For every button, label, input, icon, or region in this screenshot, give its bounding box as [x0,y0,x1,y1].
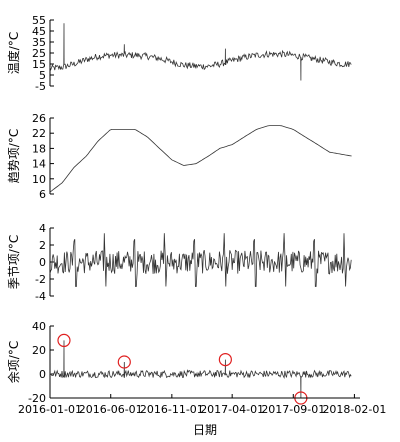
y-axis-label-residual: 余项/°C [6,341,21,383]
y-tick-label-seasonal: 0 [39,256,46,269]
y-tick-label-residual: 20 [32,344,46,357]
y-tick-label-trend: 22 [32,127,46,140]
y-tick-label-trend: 14 [32,158,46,171]
y-tick-label-trend: 6 [39,188,46,201]
series-line-temperature [49,23,352,81]
y-axis-label-temperature: 温度/°C [6,32,21,74]
y-tick-label-temperature: 5 [39,69,46,82]
x-axis-label: 日期 [193,423,217,437]
y-tick-label-seasonal: -4 [35,290,46,303]
y-tick-label-temperature: 15 [32,58,46,71]
outlier-circle [117,355,131,369]
x-tick-label: 2017-04-01 [200,403,264,416]
series-line-seasonal [49,233,352,287]
outlier-circle [218,353,232,367]
outlier-circle [57,333,71,347]
x-tick-label: 2018-02-01 [322,403,386,416]
y-axis-label-seasonal: 季节项/°C [7,235,21,289]
y-tick-label-temperature: 45 [32,25,46,38]
y-tick-label-trend: 26 [32,112,46,125]
x-tick-label: 2016-06-01 [79,403,143,416]
y-tick-label-temperature: -5 [35,80,46,93]
x-tick-label: 2016-01-01 [18,403,82,416]
y-tick-label-seasonal: -2 [35,273,46,286]
y-tick-label-temperature: 25 [32,47,46,60]
y-tick-label-seasonal: 2 [39,239,46,252]
x-tick-label: 2016-11-01 [140,403,204,416]
y-axis-label-trend: 趋势项/°C [7,129,21,183]
y-tick-label-residual: -20 [28,392,46,405]
x-tick-label: 2017-09-01 [261,403,325,416]
series-line-trend [49,125,352,193]
y-tick-label-seasonal: 4 [39,222,46,235]
y-tick-label-temperature: 35 [32,36,46,49]
y-tick-label-residual: 40 [32,320,46,333]
y-tick-label-residual: 0 [39,368,46,381]
y-tick-label-trend: 18 [32,142,46,155]
series-line-residual [49,340,352,399]
y-tick-label-trend: 10 [32,173,46,186]
y-tick-label-temperature: 55 [32,14,46,27]
